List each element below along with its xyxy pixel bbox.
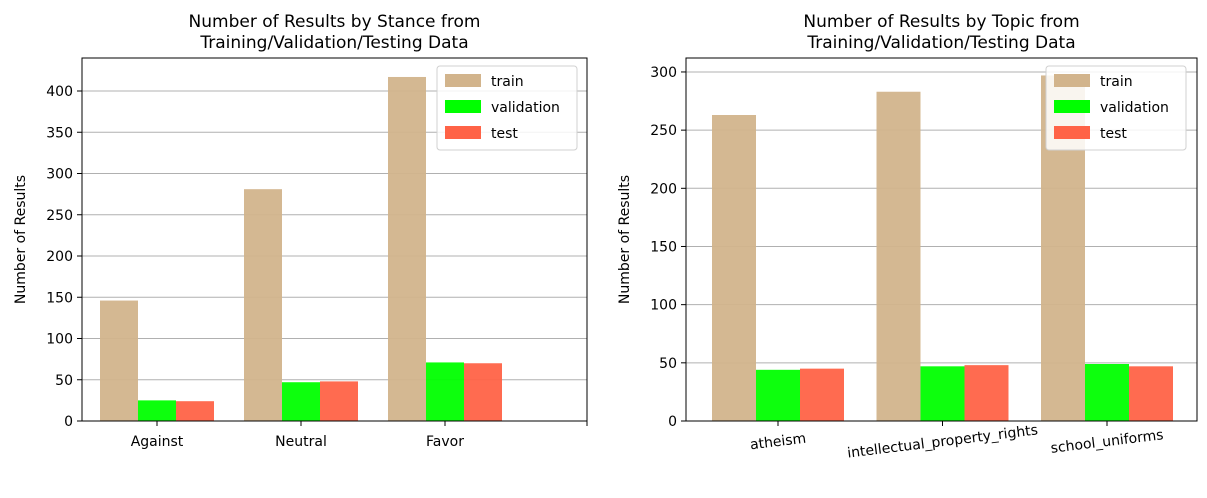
bar-test	[800, 368, 844, 421]
chart-title-line: Training/Validation/Testing Data	[199, 33, 468, 53]
y-tick-label: 200	[650, 181, 677, 197]
bar-train	[244, 189, 282, 421]
bar-train	[388, 76, 426, 421]
legend-label: test	[491, 126, 518, 142]
legend-label: train	[491, 74, 524, 90]
y-tick-label: 50	[55, 373, 73, 389]
legend-label: validation	[1100, 100, 1169, 116]
y-tick-label: 0	[668, 414, 677, 430]
legend-label: validation	[491, 100, 560, 116]
chart-title-line: Number of Results by Topic from	[803, 12, 1079, 32]
x-tick-label: intellectual_property_rights	[846, 422, 1038, 461]
x-tick-label: Favor	[426, 434, 464, 450]
y-tick-label: 150	[46, 290, 73, 306]
legend-swatch-test	[445, 126, 481, 139]
plot-frame	[685, 57, 1198, 422]
x-tick-label: Against	[131, 434, 184, 450]
x-tick-label: atheism	[749, 431, 807, 454]
y-tick-label: 200	[46, 249, 73, 265]
y-tick-label: 300	[650, 65, 677, 81]
bar-test	[464, 363, 502, 421]
legend-swatch-train	[1054, 74, 1090, 87]
x-tick-label: school_uniforms	[1050, 427, 1165, 457]
legend-swatch-validation	[1054, 100, 1090, 113]
bar-test	[176, 401, 214, 421]
bar-train	[100, 300, 138, 421]
plot-frame	[81, 57, 588, 422]
bar-train	[712, 115, 756, 421]
bar-test	[1129, 366, 1173, 421]
x-tick-label: Neutral	[275, 434, 327, 450]
y-tick-label: 150	[650, 239, 677, 255]
y-tick-label: 250	[650, 123, 677, 139]
y-axis-label: Number of Results	[13, 175, 29, 304]
bar-validation	[138, 400, 176, 421]
bar-train	[876, 91, 921, 421]
bar-validation	[282, 382, 320, 421]
y-tick-label: 250	[46, 208, 73, 224]
bar-test	[964, 365, 1009, 421]
topic-chart: Number of Results by Topic fromTraining/…	[617, 12, 1198, 462]
legend: train validation test	[1045, 65, 1187, 151]
y-tick-label: 400	[46, 84, 73, 100]
y-tick-label: 0	[64, 414, 73, 430]
legend-swatch-test	[1054, 126, 1090, 139]
legend-label: train	[1100, 74, 1133, 90]
bar-test	[320, 381, 358, 421]
bar-validation	[920, 366, 965, 421]
legend-swatch-train	[445, 74, 481, 87]
bar-validation	[426, 362, 464, 421]
y-axis-label: Number of Results	[617, 175, 633, 304]
chart-title-line: Training/Validation/Testing Data	[806, 33, 1075, 53]
bar-validation	[1085, 363, 1129, 421]
chart-title-line: Number of Results by Stance from	[189, 12, 481, 32]
stance-chart: Number of Results by Stance fromTraining…	[13, 12, 588, 450]
y-tick-label: 50	[659, 356, 677, 372]
y-tick-label: 350	[46, 125, 73, 141]
legend: train validation test	[436, 65, 578, 151]
legend-label: test	[1100, 126, 1127, 142]
legend-swatch-validation	[445, 100, 481, 113]
y-tick-label: 100	[650, 298, 677, 314]
y-tick-label: 300	[46, 167, 73, 183]
bar-validation	[756, 369, 800, 421]
y-tick-label: 100	[46, 332, 73, 348]
